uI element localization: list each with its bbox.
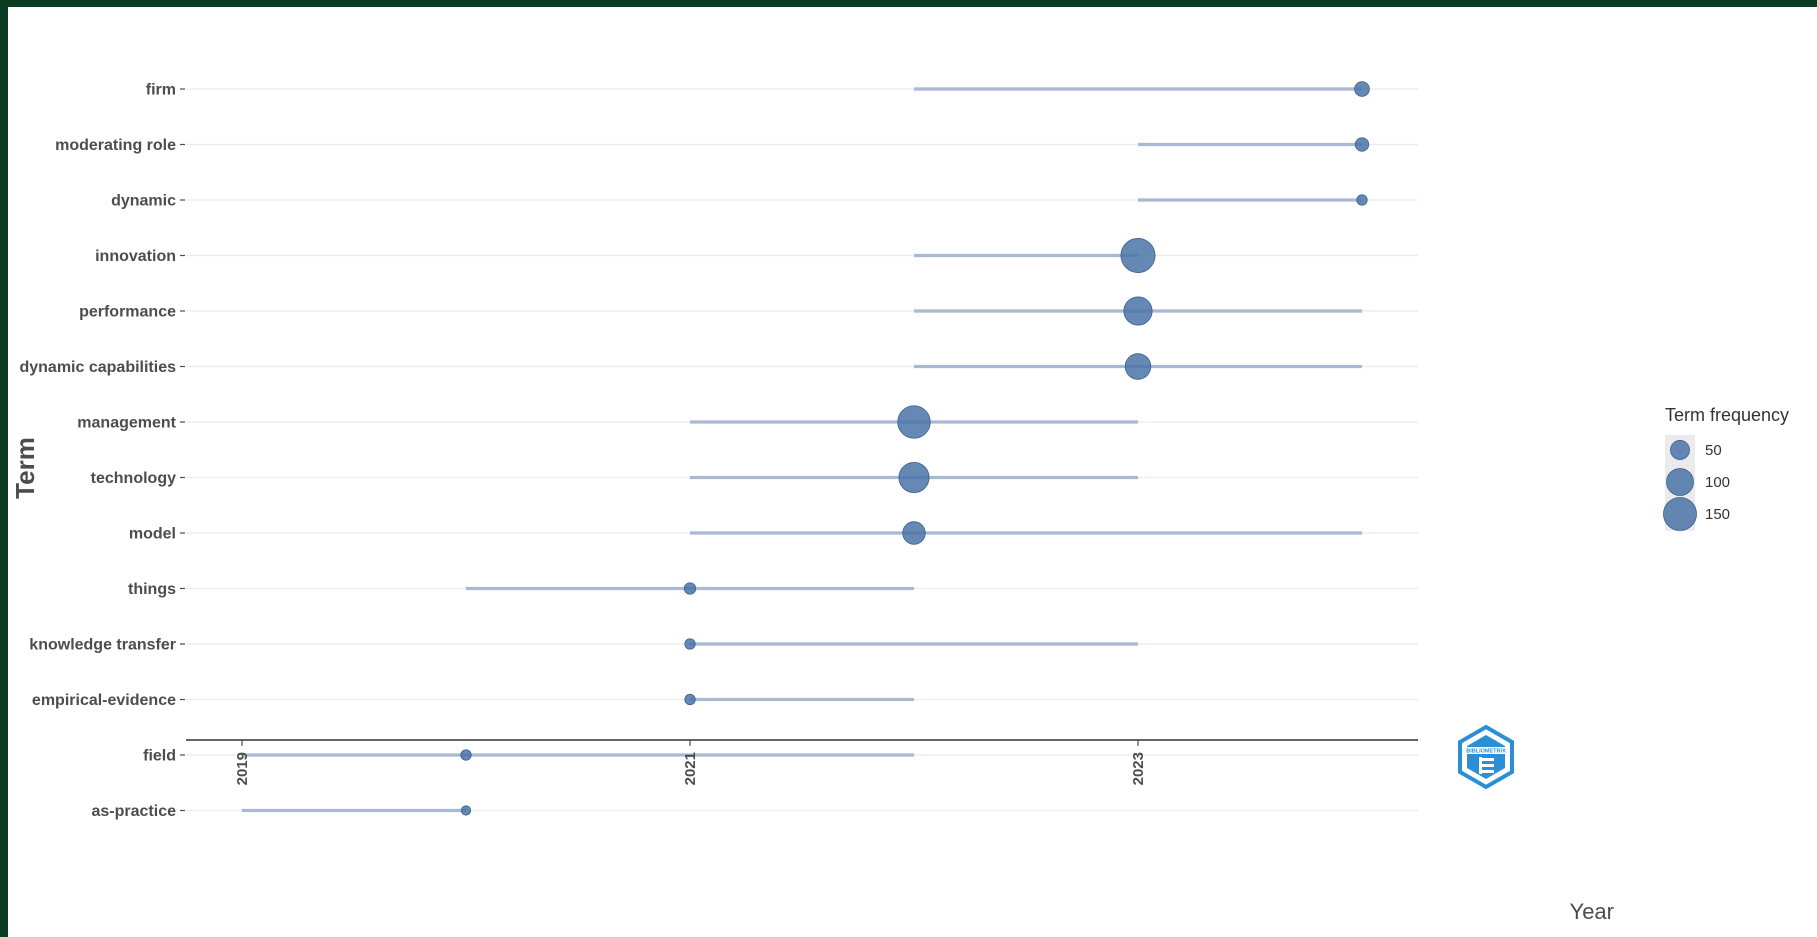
legend-title: Term frequency [1665,405,1789,425]
y-tick-label: as-practice [92,803,177,820]
y-tick-label: empirical-evidence [32,692,176,709]
legend-key [1670,440,1690,460]
point-layer [460,81,1370,816]
y-tick-label: model [129,526,176,543]
term-point [684,638,696,650]
trend-topics-chart: firm moderating role dynamic innovation perf… [10,81,1789,924]
y-tick-label: management [77,415,176,432]
y-tick-label: field [143,748,176,765]
grid-layer [186,88,1418,812]
range-layer [242,87,1362,813]
y-tick-label: firm [146,82,176,99]
y-tick-label: technology [91,470,176,487]
term-point [1354,137,1370,152]
term-point [902,521,926,545]
term-point [460,749,472,761]
chart-frame: firm moderating role dynamic innovation perf… [8,7,1817,937]
term-point [1120,238,1156,273]
term-point [1354,81,1370,97]
term-point [460,805,472,816]
y-tick-label: dynamic [111,193,176,210]
term-point [1124,353,1152,380]
y-tick-label: moderating role [55,137,176,154]
y-tick-label: innovation [95,248,176,265]
term-point [898,462,930,493]
term-point [897,405,931,439]
x-tick-label: 2021 [682,752,699,785]
term-point [1123,296,1153,326]
term-point [684,693,696,706]
x-axis-ticks: 2019 2021 2023 [234,740,1147,785]
legend-key [1666,468,1694,496]
legend-key [1663,497,1697,531]
x-axis-title: Year [1570,899,1614,924]
bibliometrix-logo: BIBLIOMETRIX [1458,724,1514,790]
y-tick-label: dynamic capabilities [19,359,176,376]
term-point [1356,194,1368,206]
legend-label: 150 [1705,506,1730,523]
y-axis-title: Term [10,437,40,499]
logo-text: BIBLIOMETRIX [1466,749,1506,755]
y-axis-ticks: firm moderating role dynamic innovation perf… [19,82,185,820]
legend: Term frequency 50 100 150 [1663,405,1789,531]
x-tick-label: 2019 [234,752,251,785]
legend-label: 100 [1705,474,1730,491]
y-tick-label: performance [79,304,176,321]
y-tick-label: things [128,581,176,598]
term-point [683,582,697,595]
x-tick-label: 2023 [1130,752,1147,785]
legend-label: 50 [1705,442,1722,459]
y-tick-label: knowledge transfer [29,637,176,654]
